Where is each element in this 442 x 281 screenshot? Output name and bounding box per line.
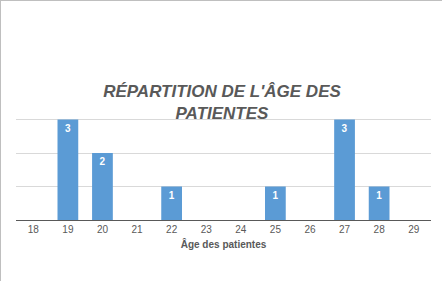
svg-text:2: 2: [99, 156, 105, 167]
svg-text:RÉPARTITION DE L'ÂGE DESPATIEN: RÉPARTITION DE L'ÂGE DESPATIENTES: [103, 82, 341, 123]
svg-text:23: 23: [201, 224, 213, 235]
svg-text:25: 25: [270, 224, 282, 235]
svg-text:28: 28: [374, 224, 386, 235]
svg-text:3: 3: [342, 123, 348, 134]
svg-text:19: 19: [62, 224, 74, 235]
svg-text:22: 22: [166, 224, 178, 235]
svg-text:Âge des patientes: Âge des patientes: [181, 238, 267, 250]
svg-text:1: 1: [272, 190, 278, 201]
svg-text:21: 21: [131, 224, 143, 235]
svg-text:29: 29: [408, 224, 420, 235]
svg-text:1: 1: [376, 190, 382, 201]
svg-text:3: 3: [65, 123, 71, 134]
svg-text:20: 20: [97, 224, 109, 235]
svg-text:27: 27: [339, 224, 351, 235]
svg-text:1: 1: [169, 190, 175, 201]
svg-text:26: 26: [304, 224, 316, 235]
svg-text:18: 18: [28, 224, 40, 235]
svg-text:24: 24: [235, 224, 247, 235]
